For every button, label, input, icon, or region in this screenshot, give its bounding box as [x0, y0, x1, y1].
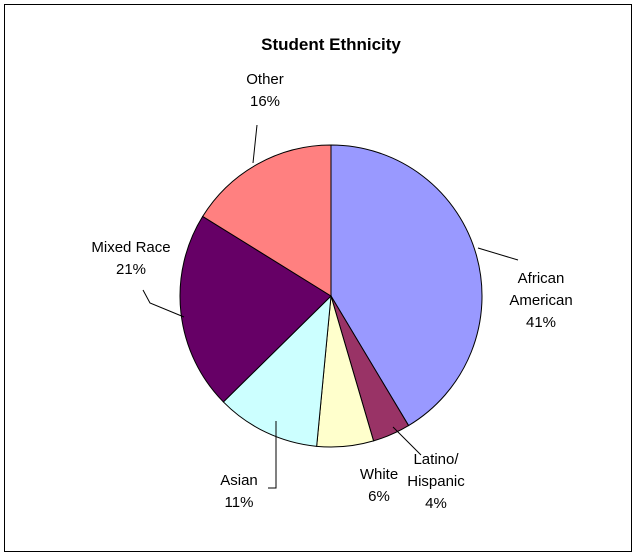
slice-label-line: White: [360, 466, 398, 483]
slice-percent: 41%: [526, 314, 556, 331]
slice-label-line: Other: [246, 71, 284, 88]
leader-line: [142, 289, 185, 318]
slice-label-line: American: [509, 292, 572, 309]
slice-label: Latino/Hispanic 4%: [407, 451, 465, 512]
slice-percent: 4%: [425, 495, 447, 512]
slice-percent: 16%: [250, 93, 280, 110]
leader-line: [268, 421, 277, 489]
slice-label-line: African: [518, 270, 565, 287]
leader-line: [252, 124, 258, 164]
pie-slice-asian: [222, 294, 332, 447]
pie-slice-other: [202, 144, 332, 297]
pie-slice-african-american: [330, 144, 483, 427]
slice-label: African American 41%: [509, 270, 572, 331]
slice-label: Mixed Race 21%: [91, 239, 170, 278]
slice-labels: African American 41% Latino/Hispanic 4% White…: [91, 71, 572, 512]
slice-label-line: Asian: [220, 472, 258, 489]
leader-line: [392, 426, 422, 456]
leader-lines: [142, 124, 519, 489]
slice-percent: 6%: [368, 488, 390, 505]
slice-label-line: Hispanic: [407, 473, 465, 490]
slice-label-line: Mixed Race: [91, 239, 170, 256]
chart-title: Student Ethnicity: [261, 35, 401, 54]
slice-label: Other 16%: [246, 71, 284, 110]
pie-slices: [179, 144, 483, 448]
slice-label: Asian 11%: [220, 472, 258, 511]
slice-percent: 21%: [116, 261, 146, 278]
leader-line: [477, 247, 519, 261]
pie-slice-mixed-race: [179, 215, 332, 403]
slice-percent: 11%: [225, 494, 254, 511]
slice-label: White 6%: [360, 466, 398, 505]
slice-label-line: Latino/: [413, 451, 459, 468]
